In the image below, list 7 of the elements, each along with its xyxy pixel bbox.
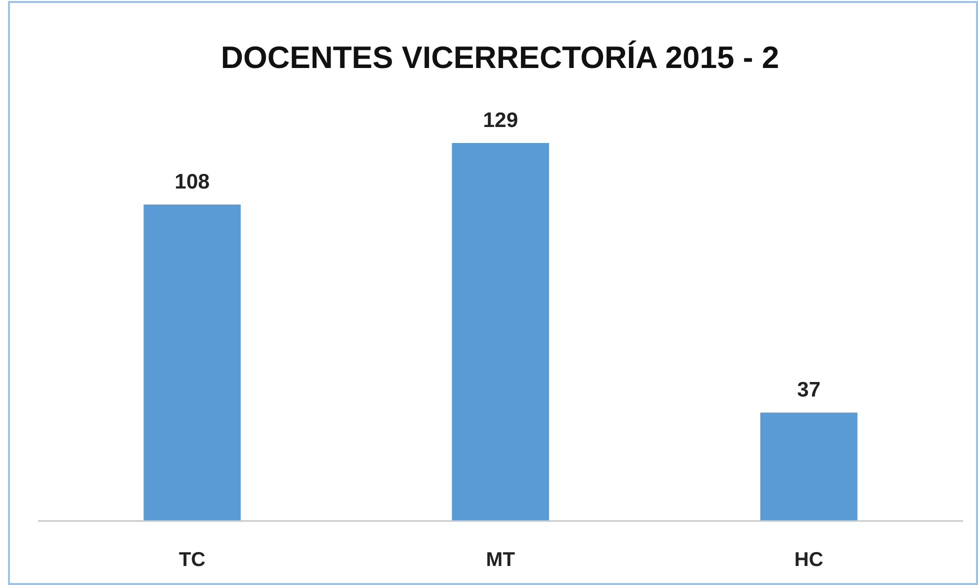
- chart-title: DOCENTES VICERRECTORÍA 2015 - 2: [220, 40, 780, 75]
- x-tick-label: MT: [486, 549, 515, 571]
- data-label: 37: [797, 378, 821, 402]
- x-tick-label: HC: [794, 549, 824, 571]
- data-label: 129: [482, 109, 518, 132]
- data-label: 108: [174, 170, 210, 194]
- x-tick-label: TC: [178, 549, 206, 571]
